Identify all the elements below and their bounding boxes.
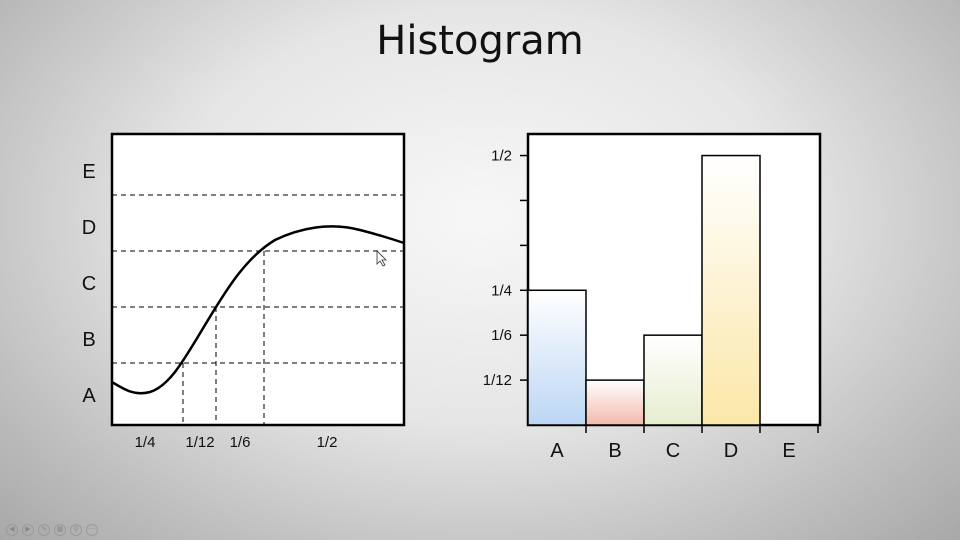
category-label-c: C (666, 440, 680, 462)
zoom-icon[interactable]: ⚲ (70, 524, 82, 536)
mouse-cursor-icon (376, 250, 387, 267)
category-label-d: D (724, 440, 738, 462)
segment-label-4: 1/2 (317, 434, 338, 451)
next-slide-icon[interactable]: ▶ (22, 524, 34, 536)
function-plot: E D C B A 1/4 1/12 1/6 1/2 (82, 132, 406, 451)
segment-label-1: 1/4 (135, 434, 156, 451)
more-icon[interactable]: ⋯ (86, 524, 98, 536)
histogram-chart: 1/12 1/6 1/4 1/2 A B C D E (483, 132, 822, 462)
bar-a (527, 289, 587, 426)
segment-label-2: 1/12 (185, 434, 214, 451)
pen-icon[interactable]: ✎ (38, 524, 50, 536)
bar-b (585, 379, 645, 426)
function-curve (111, 225, 405, 395)
level-label-e: E (82, 161, 95, 183)
prev-slide-icon[interactable]: ◀ (6, 524, 18, 536)
segment-label-3: 1/6 (230, 434, 251, 451)
function-plot-frame (110, 132, 406, 427)
y-tick-label: 1/2 (491, 148, 512, 165)
y-tick-label: 1/4 (491, 282, 512, 299)
bar-d (701, 154, 761, 426)
y-tick-label: 1/6 (491, 327, 512, 344)
level-label-b: B (82, 329, 95, 351)
level-label-c: C (82, 273, 96, 295)
category-label-a: A (550, 440, 564, 462)
level-label-d: D (82, 217, 96, 239)
y-tick-label: 1/12 (483, 372, 512, 389)
category-label-b: B (608, 440, 621, 462)
slide-title: Histogram (376, 18, 584, 64)
slides-grid-icon[interactable]: ▦ (54, 524, 66, 536)
level-label-a: A (82, 385, 96, 407)
category-label-e: E (782, 440, 795, 462)
bar-c (643, 334, 703, 426)
presentation-controls: ◀ ▶ ✎ ▦ ⚲ ⋯ (6, 524, 98, 536)
